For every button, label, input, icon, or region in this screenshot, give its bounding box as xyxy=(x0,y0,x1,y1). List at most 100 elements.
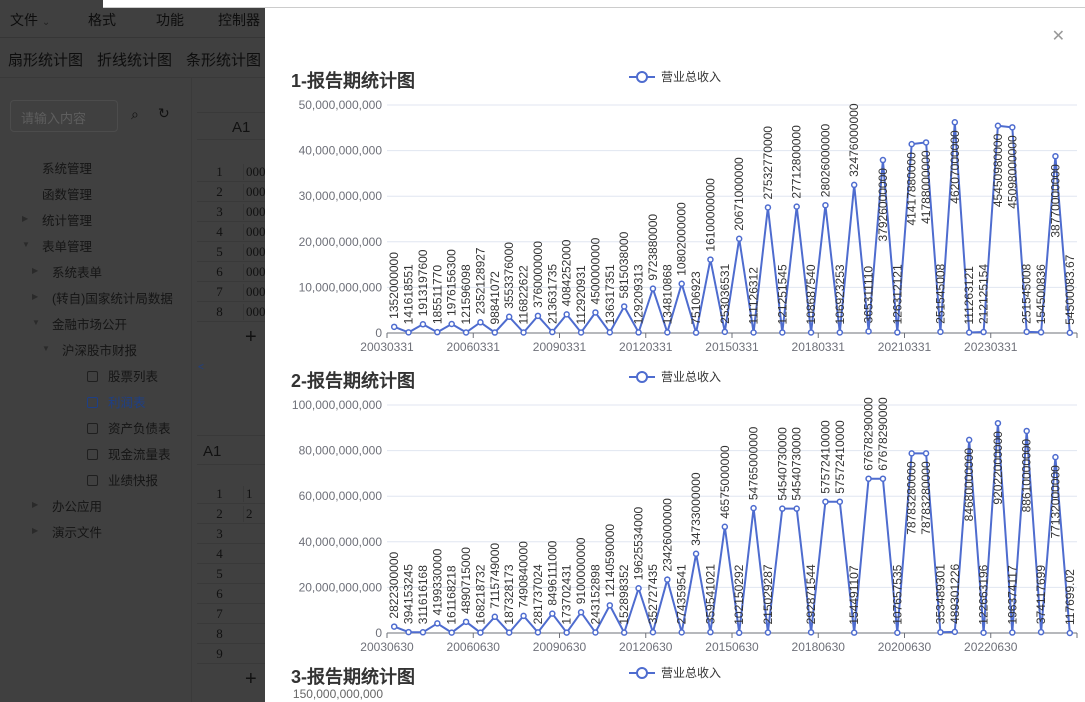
cell[interactable]: 000 xyxy=(243,304,266,320)
data-point xyxy=(879,475,887,482)
tree-item-label: 系统表单 xyxy=(52,266,103,280)
tab-line-chart[interactable]: 折线统计图 xyxy=(97,52,173,69)
data-point xyxy=(405,329,412,336)
row-number: 1 xyxy=(216,164,223,179)
data-label: 161168218 xyxy=(445,565,459,625)
sheet-row[interactable]: 8 xyxy=(197,624,265,644)
series-line xyxy=(393,122,1071,336)
data-point xyxy=(462,329,470,336)
sheet-row[interactable]: 4 xyxy=(197,544,265,564)
tree-item[interactable]: 现金流量表 xyxy=(87,444,171,463)
tab-bar-chart[interactable]: 条形统计图 xyxy=(186,52,262,69)
caret-right-icon[interactable]: ▶ xyxy=(32,526,39,535)
cell[interactable]: 000 xyxy=(243,284,266,300)
caret-down-icon[interactable]: ▼ xyxy=(42,344,50,353)
sheet-row[interactable]: 5 xyxy=(197,564,265,584)
tree-item[interactable]: 沪深股市财报 xyxy=(62,340,137,359)
data-label: 394153245 xyxy=(402,564,416,624)
data-point xyxy=(477,629,484,636)
sheet-row[interactable]: 6 000 xyxy=(197,262,266,282)
y-tick-label: 60,000,000,000 xyxy=(299,489,383,503)
data-label: 107657535 xyxy=(890,564,904,624)
cell-reference-2[interactable]: A1 xyxy=(197,435,265,465)
row-number: 2 xyxy=(216,184,223,199)
data-point xyxy=(563,629,570,636)
data-label: 20671000000 xyxy=(732,157,746,231)
chart-legend[interactable]: 营业总收入 xyxy=(629,368,721,385)
chart-legend[interactable]: 营业总收入 xyxy=(629,664,721,681)
collapse-sidebar-icon[interactable]: < xyxy=(198,362,204,373)
data-label: 116822622 xyxy=(517,265,531,325)
cell[interactable]: 000 xyxy=(243,224,266,240)
tree-item[interactable]: (转自)国家统计局数据 xyxy=(52,288,173,307)
add-row-icon[interactable]: + xyxy=(245,326,257,348)
y-tick-label: 80,000,000,000 xyxy=(299,444,383,458)
chart-legend[interactable]: 营业总收入 xyxy=(629,68,721,85)
menu-format[interactable]: 格式 xyxy=(88,12,116,28)
tree-item[interactable]: 系统管理 xyxy=(42,158,92,177)
data-point xyxy=(779,505,786,512)
tab-pie-chart[interactable]: 扇形统计图 xyxy=(8,52,84,69)
tree-item[interactable]: 函数管理 xyxy=(42,184,92,203)
tree-item[interactable]: 系统表单 xyxy=(52,262,102,281)
cell-reference-1[interactable]: A1 xyxy=(197,112,265,140)
caret-right-icon[interactable]: ▶ xyxy=(32,292,39,301)
sheet-row[interactable]: 6 xyxy=(197,584,265,604)
cell[interactable]: 000 xyxy=(243,184,266,200)
search-icon[interactable]: ⌕ xyxy=(131,106,139,122)
data-label: 23426000000 xyxy=(660,498,674,572)
data-point xyxy=(807,329,815,336)
cell[interactable]: 000 xyxy=(243,244,266,260)
sheet-row[interactable]: 3 xyxy=(197,524,265,544)
tree-item[interactable]: 办公应用 xyxy=(52,496,102,515)
sheet-row[interactable]: 9 xyxy=(197,644,265,664)
caret-down-icon[interactable]: ▼ xyxy=(22,240,30,249)
file-icon xyxy=(87,449,98,460)
cell[interactable]: 000 xyxy=(243,204,266,220)
sheet-row[interactable]: 7 000 xyxy=(197,282,266,302)
caret-right-icon[interactable]: ▶ xyxy=(22,214,29,223)
sheet-row[interactable]: 7 xyxy=(197,604,265,624)
sheet-row[interactable]: 5 000 xyxy=(197,242,266,262)
cell[interactable]: 2 xyxy=(243,506,265,522)
data-point xyxy=(908,140,915,148)
menu-file[interactable]: 文件 ⌄ xyxy=(10,10,50,30)
tree-item[interactable]: 利润表 xyxy=(87,392,146,411)
data-point xyxy=(850,181,858,189)
data-label: 152898352 xyxy=(617,564,631,624)
sheet-row[interactable]: 4 000 xyxy=(197,222,266,242)
tree-item[interactable]: 业绩快报 xyxy=(87,470,158,489)
tree-item[interactable]: 金融市场公开 xyxy=(52,314,127,333)
y-tick-label: 30,000,000,000 xyxy=(299,189,383,203)
add-row-icon[interactable]: + xyxy=(245,668,257,690)
cell[interactable]: 000 xyxy=(243,264,266,280)
sheet-row[interactable]: 1 000 xyxy=(197,162,266,182)
menu-controller[interactable]: 控制器 xyxy=(218,12,260,28)
data-point xyxy=(807,629,815,636)
data-label: 173702431 xyxy=(560,564,574,624)
data-label: 57572410000 xyxy=(818,420,832,494)
sheet-row[interactable]: 3 000 xyxy=(197,202,266,222)
menu-function[interactable]: 功能 xyxy=(156,12,184,28)
caret-down-icon[interactable]: ▼ xyxy=(32,318,40,327)
search-input[interactable]: 请输入内容 xyxy=(10,100,118,132)
close-icon[interactable]: ✕ xyxy=(1051,28,1065,45)
data-point xyxy=(534,629,542,636)
caret-right-icon[interactable]: ▶ xyxy=(32,500,39,509)
sheet-row[interactable]: 8 000 xyxy=(197,302,266,322)
x-tick-label: 20120331 xyxy=(619,340,673,354)
tree-item[interactable]: 资产负债表 xyxy=(87,418,171,437)
caret-right-icon[interactable]: ▶ xyxy=(32,266,39,275)
tree-item[interactable]: 股票列表 xyxy=(87,366,158,385)
cell[interactable]: 000 xyxy=(243,164,266,180)
refresh-icon[interactable]: ↻ xyxy=(158,105,170,121)
data-point xyxy=(635,329,642,336)
tree-item[interactable]: 统计管理 xyxy=(42,210,92,229)
tree-item[interactable]: 表单管理 xyxy=(42,236,92,255)
data-label: 215029287 xyxy=(761,564,775,624)
cell[interactable]: 1 xyxy=(243,486,265,502)
tree-item[interactable]: 演示文件 xyxy=(52,522,102,541)
sheet-row[interactable]: 2 000 xyxy=(197,182,266,202)
